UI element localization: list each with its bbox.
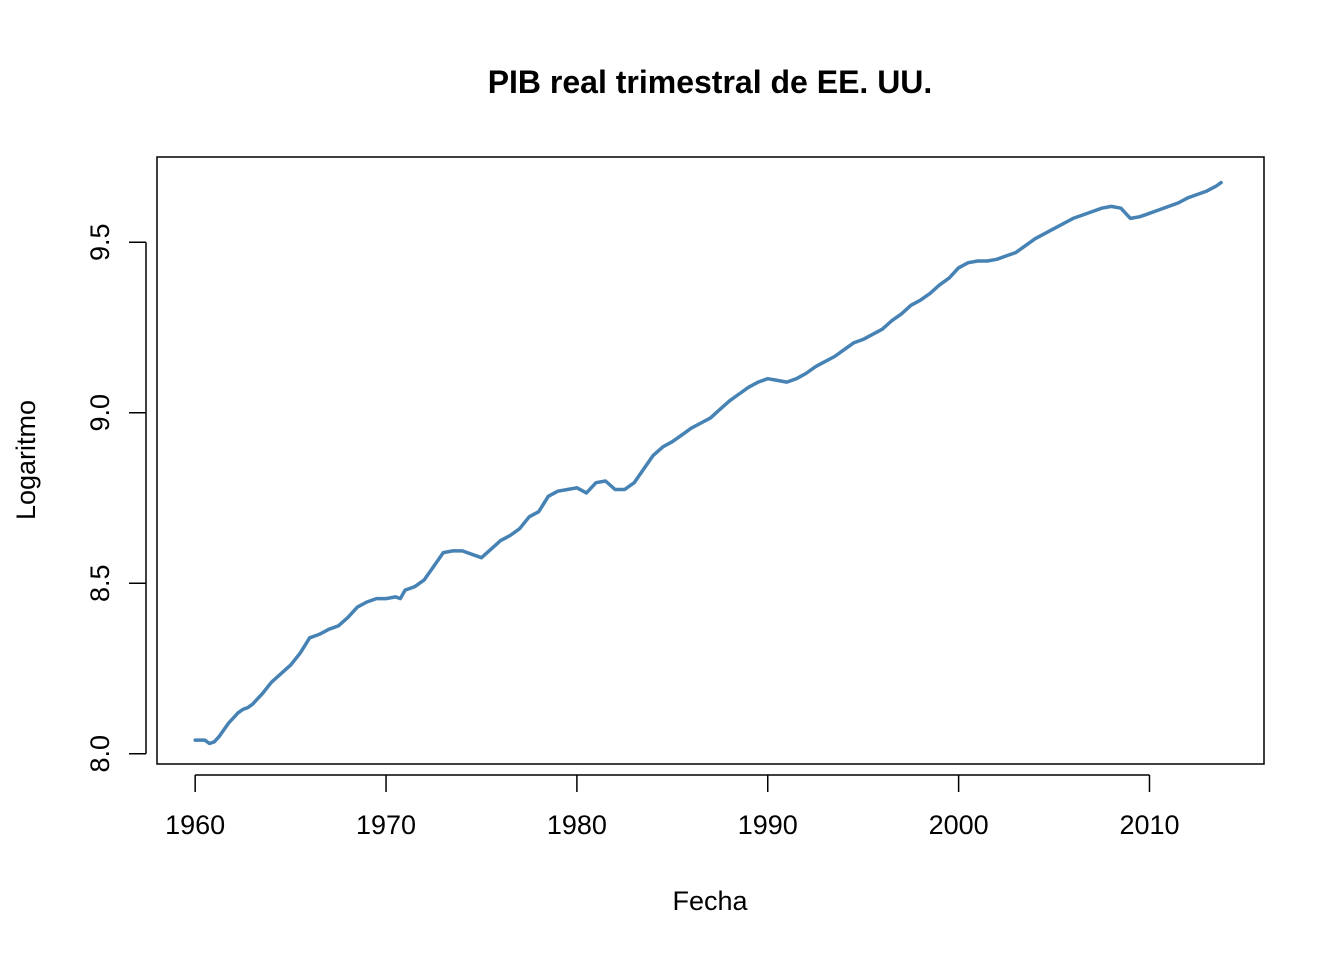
x-tick-label: 2010 <box>1119 810 1179 840</box>
series-line <box>193 180 1223 746</box>
x-axis-label: Fecha <box>672 886 748 916</box>
x-tick-label: 1990 <box>738 810 798 840</box>
y-tick-label: 8.0 <box>85 735 115 773</box>
y-tick-label: 9.5 <box>85 223 115 261</box>
x-tick-label: 2000 <box>929 810 989 840</box>
y-axis-label: Logaritmo <box>11 400 41 520</box>
y-axis: 8.0 8.5 9.0 9.5 <box>85 223 147 773</box>
chart-title: PIB real trimestral de EE. UU. <box>488 64 933 100</box>
x-axis: 1960 1970 1980 1990 2000 2010 <box>165 774 1180 840</box>
x-tick-label: 1980 <box>547 810 607 840</box>
plot-frame <box>156 156 1265 765</box>
y-tick-label: 9.0 <box>85 394 115 432</box>
y-tick-label: 8.5 <box>85 564 115 602</box>
x-tick-label: 1960 <box>165 810 225 840</box>
x-tick-label: 1970 <box>356 810 416 840</box>
